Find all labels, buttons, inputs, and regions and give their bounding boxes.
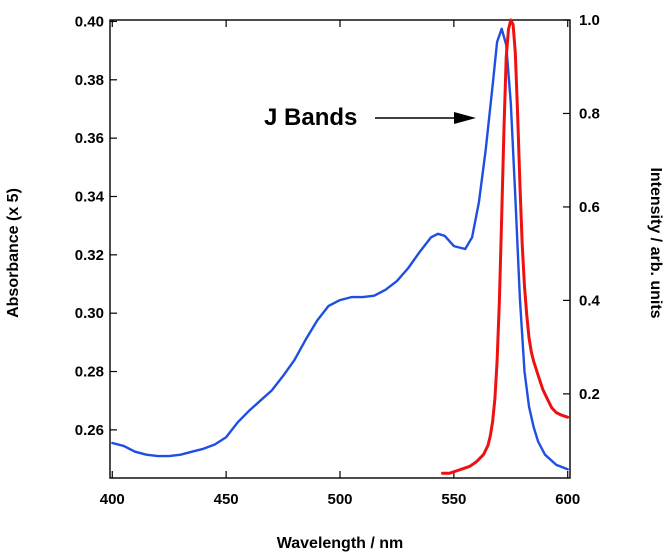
y-axis-title-left: Absorbance (x 5) [5,188,22,318]
y-tick-label-left: 0.34 [75,188,105,205]
x-tick-label: 400 [100,491,125,508]
series-layer [111,18,570,475]
y-tick-label-right: 0.6 [579,199,600,216]
y-tick-label-right: 0.4 [579,292,601,309]
y-tick-label-right: 0.2 [579,386,600,403]
x-tick-label: 600 [555,491,580,508]
y-tick-label-left: 0.38 [75,72,104,89]
absorbance-series-line [111,27,569,471]
emission-series-line [441,18,570,475]
y-axis-title-right: Intensity / arb. units [647,167,664,318]
y-tick-label-left: 0.30 [75,305,104,322]
y-tick-label-left: 0.32 [75,247,104,264]
y-tick-label-right: 1.0 [579,12,600,29]
ticks-layer: 400 450 500 550 600 0.26 0.28 0.30 0.32 0.34 0.36 0… [75,12,601,508]
y-tick-label-left: 0.36 [75,130,104,147]
x-tick-label: 450 [214,491,239,508]
y-tick-label-left: 0.40 [75,13,104,30]
annotation-label: J Bands [264,104,357,131]
y-tick-label-left: 0.28 [75,364,104,381]
annotation-arrow-head [454,112,476,124]
y-tick-label-left: 0.26 [75,422,104,439]
x-tick-label: 500 [327,491,352,508]
x-axis-title: Wavelength / nm [277,535,404,552]
y-tick-label-right: 0.8 [579,105,600,122]
x-tick-label: 550 [441,491,466,508]
